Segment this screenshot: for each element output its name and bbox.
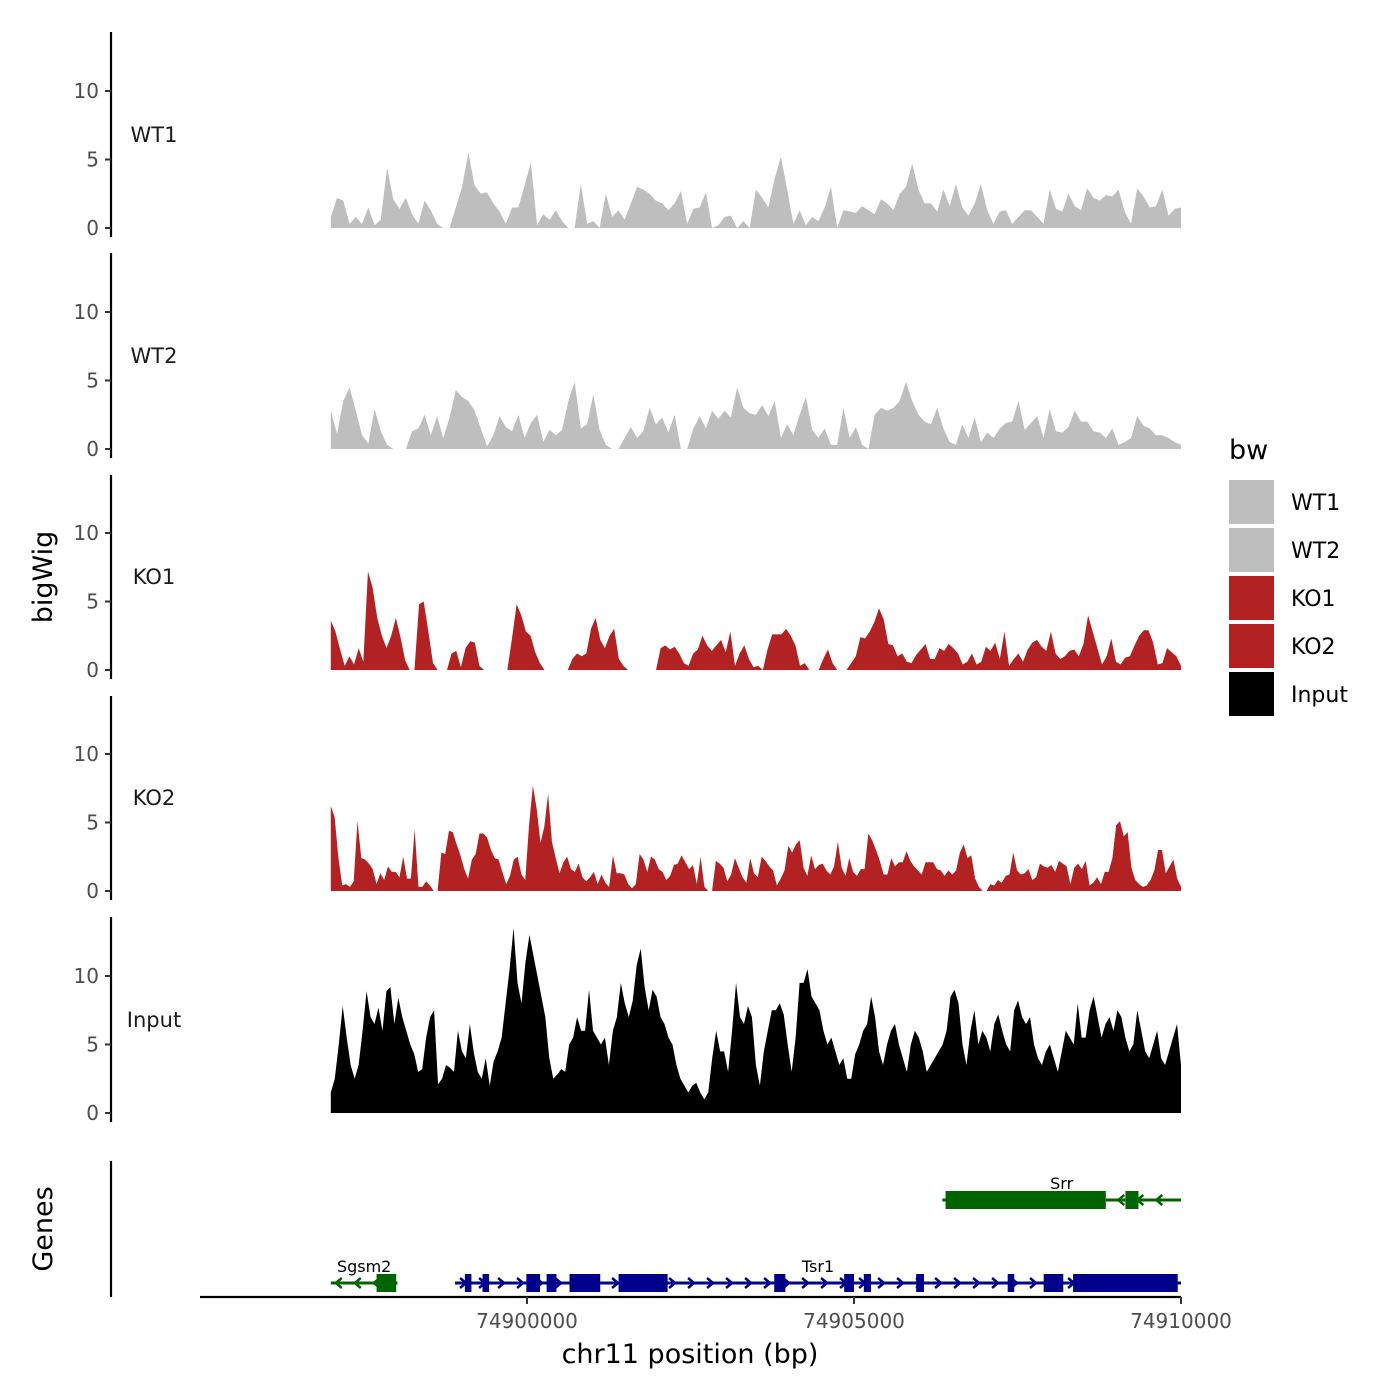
y-tick-label: 0: [86, 879, 99, 903]
strand-arrow: [934, 1277, 944, 1289]
track-wt1: 0 5 10 WT1: [74, 32, 1181, 240]
legend-label-ko1: KO1: [1291, 587, 1336, 612]
y-tick-label: 5: [86, 811, 99, 835]
track-label: Input: [127, 1008, 181, 1032]
x-tick-label: 74910000: [1130, 1309, 1232, 1333]
strand-arrow: [763, 1277, 773, 1289]
strand-arrow: [725, 1277, 735, 1289]
y-tick-label: 0: [86, 437, 99, 461]
exon: [526, 1274, 541, 1292]
genes-panel: 74900000 74905000 74910000 Sgsm2 Tsr1 Srr: [109, 1161, 1232, 1333]
exon: [1007, 1274, 1015, 1292]
strand-arrow: [352, 1277, 362, 1289]
track-label: WT1: [131, 123, 178, 147]
exon: [844, 1274, 854, 1292]
signal-area-ko1: [330, 571, 1181, 670]
signal-area-wt2: [330, 381, 1181, 449]
y-tick-label: 0: [86, 658, 99, 682]
legend-key-input: [1229, 672, 1274, 716]
legend-key-wt1: [1229, 480, 1274, 524]
legend-title: bw: [1229, 435, 1268, 466]
track-ko1: 0 5 10 KO1: [74, 475, 1181, 682]
strand-arrow: [497, 1277, 507, 1289]
y-tick-label: 5: [86, 1033, 99, 1057]
strand-arrow: [991, 1277, 1001, 1289]
bigwig-tracks: 0 5 10 WT1 0 5 10 WT2 0 5 10 KO1 0 5 10 KO2 0 5 10 Input: [74, 32, 1181, 1125]
track-label: KO2: [133, 786, 176, 810]
legend-key-ko2: [1229, 624, 1274, 668]
legend-label-ko2: KO2: [1291, 635, 1336, 660]
strand-arrow: [554, 1277, 564, 1289]
strand-arrow: [1029, 1277, 1039, 1289]
exon: [482, 1274, 490, 1292]
track-wt2: 0 5 10 WT2: [74, 253, 1181, 461]
y-axis-title: bigWig: [28, 531, 59, 624]
legend: bw WT1 WT2 KO1 KO2 Input: [1229, 435, 1348, 716]
y-tick-label: 10: [74, 964, 99, 988]
y-tick-label: 10: [74, 300, 99, 324]
y-tick-label: 10: [74, 79, 99, 103]
gene-sgsm2: Sgsm2: [330, 1257, 398, 1292]
exon: [916, 1274, 924, 1292]
genes-axis-title: Genes: [28, 1186, 59, 1271]
legend-label-input: Input: [1291, 683, 1348, 708]
strand-arrow: [687, 1277, 697, 1289]
gene-tsr1: Tsr1: [455, 1257, 1181, 1292]
exon: [1073, 1274, 1178, 1292]
exon: [569, 1274, 601, 1292]
strand-arrow: [668, 1277, 678, 1289]
x-tick-label: 74900000: [476, 1309, 578, 1333]
track-label: KO1: [133, 565, 176, 589]
exon: [546, 1274, 557, 1292]
exon: [945, 1191, 1106, 1209]
strand-arrow: [801, 1277, 811, 1289]
exon: [863, 1274, 872, 1292]
strand-arrow: [953, 1277, 963, 1289]
y-tick-label: 10: [74, 742, 99, 766]
legend-label-wt1: WT1: [1291, 491, 1340, 516]
gene-label: Tsr1: [801, 1257, 834, 1276]
signal-area-ko2: [330, 785, 1181, 891]
strand-arrow: [333, 1277, 343, 1289]
legend-key-wt2: [1229, 528, 1274, 572]
x-axis-title: chr11 position (bp): [562, 1339, 819, 1370]
strand-arrow: [744, 1277, 754, 1289]
track-input: 0 5 10 Input: [74, 917, 1181, 1125]
exon: [618, 1274, 668, 1292]
strand-arrow: [611, 1277, 621, 1289]
strand-arrow: [896, 1277, 906, 1289]
signal-area-wt1: [330, 152, 1181, 228]
y-tick-label: 5: [86, 369, 99, 393]
legend-key-ko1: [1229, 576, 1274, 620]
gene-label: Srr: [1050, 1174, 1073, 1193]
exon: [774, 1274, 786, 1292]
strand-arrow: [706, 1277, 716, 1289]
exon: [1125, 1191, 1139, 1209]
y-tick-label: 5: [86, 148, 99, 172]
strand-arrow: [1154, 1194, 1164, 1206]
y-tick-label: 0: [86, 1101, 99, 1125]
exon: [1043, 1274, 1064, 1292]
x-tick-label: 74905000: [803, 1309, 905, 1333]
strand-arrow: [1116, 1194, 1126, 1206]
track-ko2: 0 5 10 KO2: [74, 696, 1181, 903]
gene-srr: Srr: [942, 1174, 1181, 1209]
strand-arrow: [820, 1277, 830, 1289]
gene-label: Sgsm2: [337, 1257, 391, 1276]
exon: [464, 1274, 472, 1292]
track-label: WT2: [131, 344, 178, 368]
y-tick-label: 5: [86, 590, 99, 614]
y-tick-label: 10: [74, 521, 99, 545]
legend-label-wt2: WT2: [1291, 539, 1340, 564]
y-tick-label: 0: [86, 216, 99, 240]
strand-arrow: [972, 1277, 982, 1289]
signal-area-input: [330, 928, 1181, 1113]
exon: [376, 1274, 397, 1292]
strand-arrow: [877, 1277, 887, 1289]
strand-arrow: [516, 1277, 526, 1289]
